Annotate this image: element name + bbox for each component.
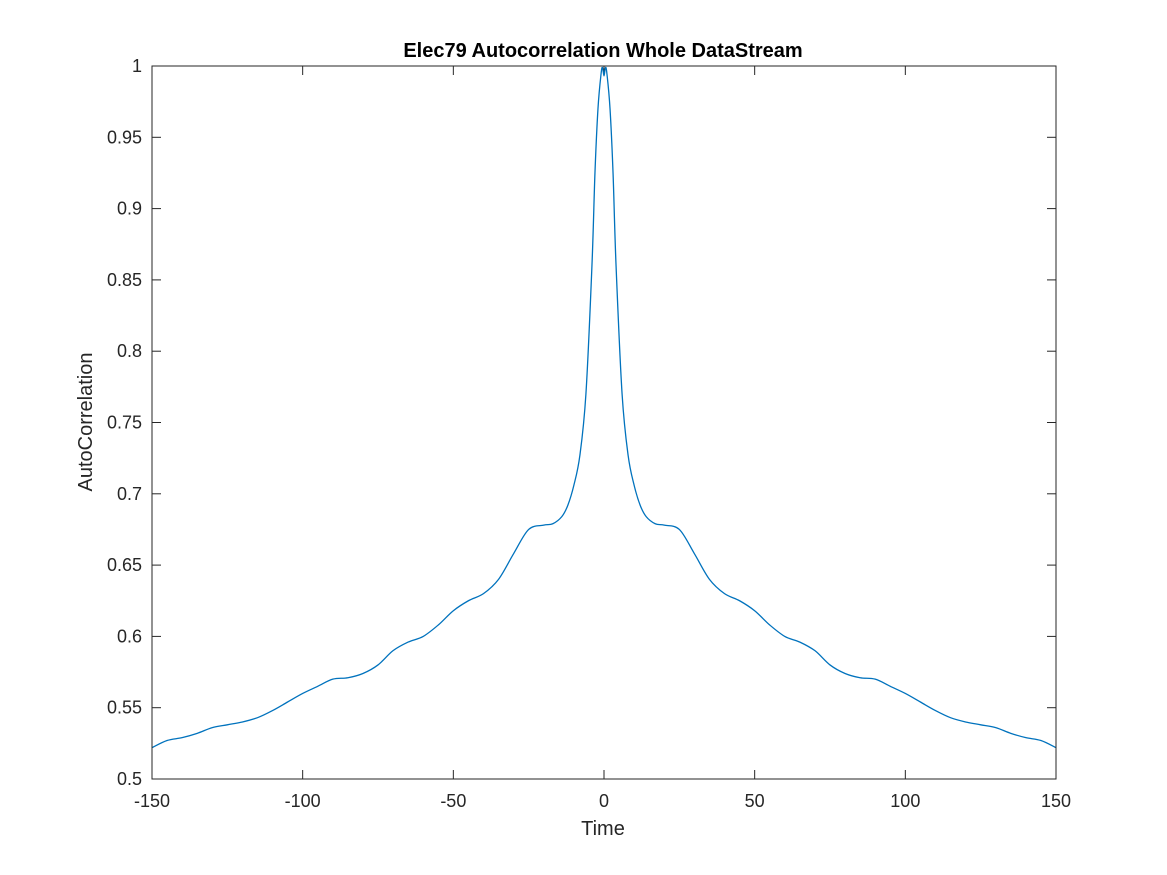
- x-tick-label: -150: [134, 791, 170, 811]
- x-tick-label: 150: [1041, 791, 1071, 811]
- y-tick-label: 0.85: [107, 270, 142, 290]
- x-tick-label: -100: [285, 791, 321, 811]
- y-tick-label: 0.7: [117, 484, 142, 504]
- chart-title: Elec79 Autocorrelation Whole DataStream: [403, 40, 802, 62]
- y-tick-label: 0.55: [107, 698, 142, 718]
- x-tick-label: -50: [440, 791, 466, 811]
- y-tick-label: 0.5: [117, 769, 142, 789]
- y-tick-label: 0.8: [117, 341, 142, 361]
- x-tick-label: 100: [890, 791, 920, 811]
- y-tick-label: 1: [132, 56, 142, 76]
- y-tick-label: 0.75: [107, 413, 142, 433]
- axes-box: [151, 65, 1057, 780]
- axis-ticks: -150 -100 -50 0 50 100 150 0.5 0.55 0.6 0.65 0.7 0.7…: [107, 56, 1071, 811]
- y-tick-label: 0.6: [117, 626, 142, 646]
- x-tick-label: 50: [745, 791, 765, 811]
- y-tick-label: 0.65: [107, 555, 142, 575]
- x-tick-label: 0: [599, 791, 609, 811]
- series-line: [151, 66, 1057, 749]
- x-axis-label: Time: [581, 818, 625, 840]
- y-axis-label: AutoCorrelation: [75, 353, 97, 492]
- y-tick-label: 0.9: [117, 199, 142, 219]
- y-tick-label: 0.95: [107, 127, 142, 147]
